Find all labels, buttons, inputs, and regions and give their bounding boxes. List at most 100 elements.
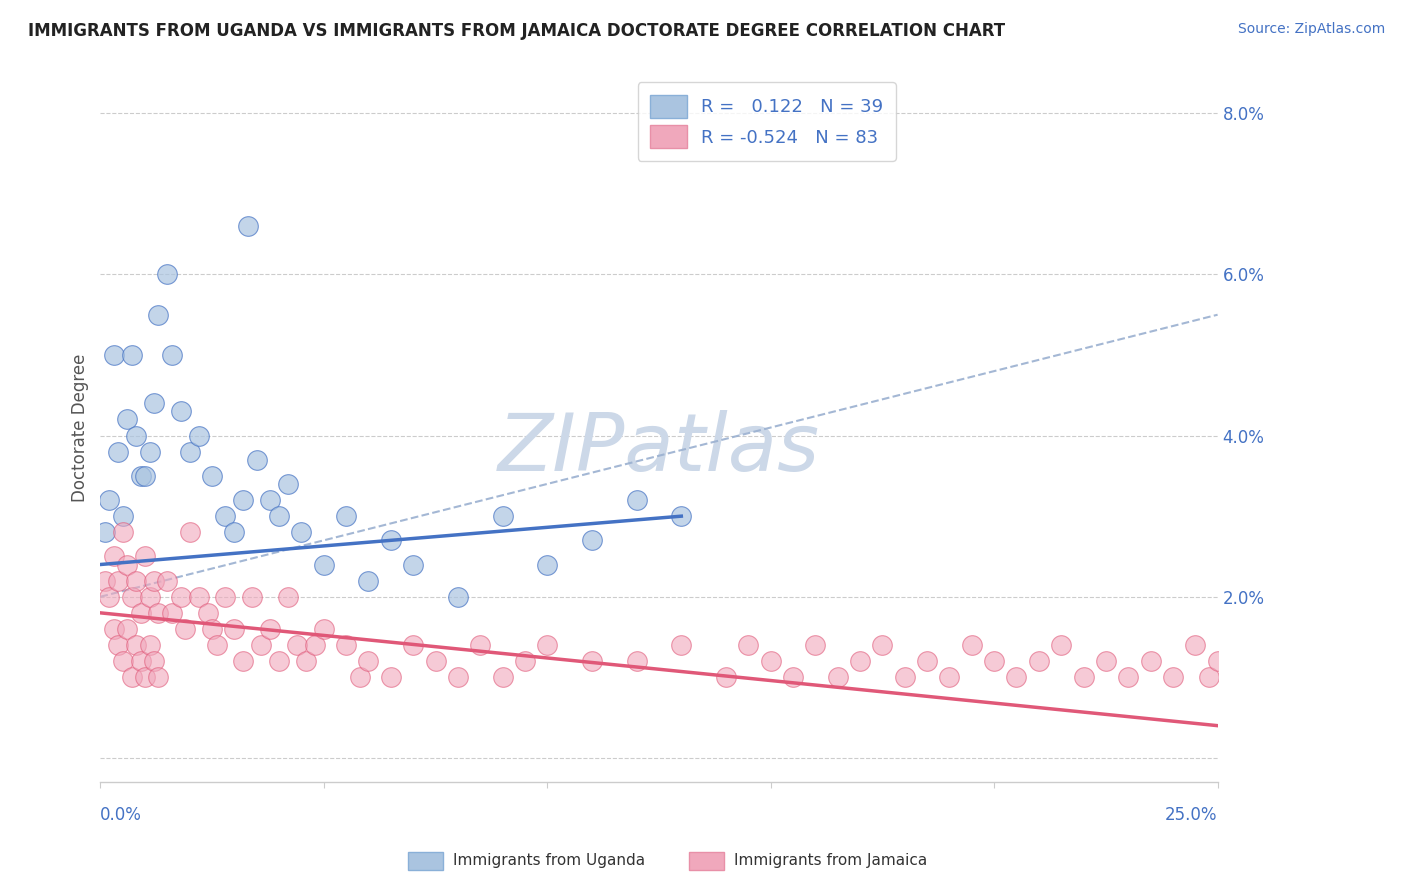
Point xyxy=(156,268,179,282)
Point xyxy=(240,590,263,604)
Point xyxy=(143,574,166,588)
Point xyxy=(98,590,121,604)
Text: 0.0%: 0.0% xyxy=(100,806,142,824)
Point xyxy=(402,558,425,572)
Point xyxy=(129,654,152,668)
Point xyxy=(143,396,166,410)
Point xyxy=(894,670,917,684)
Point xyxy=(1161,670,1184,684)
Point xyxy=(107,638,129,652)
Point xyxy=(425,654,447,668)
Point xyxy=(259,493,281,508)
Point xyxy=(246,452,269,467)
Point xyxy=(201,468,224,483)
Point xyxy=(121,348,143,362)
Point xyxy=(671,509,693,524)
Point xyxy=(983,654,1005,668)
Point xyxy=(447,670,470,684)
Text: ZIPatlas: ZIPatlas xyxy=(498,409,820,488)
Point xyxy=(671,638,693,652)
Point xyxy=(737,638,759,652)
Point xyxy=(125,428,148,442)
Point xyxy=(782,670,804,684)
Point xyxy=(205,638,228,652)
Point xyxy=(107,574,129,588)
Point xyxy=(103,348,125,362)
Point xyxy=(1050,638,1073,652)
Point xyxy=(125,638,148,652)
Point xyxy=(170,404,193,418)
Point xyxy=(357,654,380,668)
Point xyxy=(1116,670,1139,684)
Point xyxy=(115,622,138,636)
Point xyxy=(174,622,197,636)
Point xyxy=(380,670,402,684)
Point xyxy=(335,509,357,524)
Point xyxy=(277,590,299,604)
Point xyxy=(285,638,308,652)
Point xyxy=(1095,654,1118,668)
Legend: R =   0.122   N = 39, R = -0.524   N = 83: R = 0.122 N = 39, R = -0.524 N = 83 xyxy=(638,82,896,161)
Point xyxy=(759,654,782,668)
Point xyxy=(236,219,259,233)
Point xyxy=(121,670,143,684)
Point xyxy=(179,444,201,458)
Text: Immigrants from Jamaica: Immigrants from Jamaica xyxy=(734,854,927,868)
Point xyxy=(115,412,138,426)
Text: Source: ZipAtlas.com: Source: ZipAtlas.com xyxy=(1237,22,1385,37)
Point xyxy=(290,525,312,540)
Point xyxy=(125,574,148,588)
Point xyxy=(170,590,193,604)
Point xyxy=(714,670,737,684)
Point xyxy=(960,638,983,652)
Point xyxy=(312,558,335,572)
Point xyxy=(156,574,179,588)
Point xyxy=(849,654,872,668)
Point xyxy=(536,558,558,572)
Point xyxy=(626,493,648,508)
Text: IMMIGRANTS FROM UGANDA VS IMMIGRANTS FROM JAMAICA DOCTORATE DEGREE CORRELATION C: IMMIGRANTS FROM UGANDA VS IMMIGRANTS FRO… xyxy=(28,22,1005,40)
Point xyxy=(103,622,125,636)
Point xyxy=(187,428,209,442)
Point xyxy=(148,606,170,620)
Point xyxy=(111,654,134,668)
Point xyxy=(1028,654,1050,668)
Point xyxy=(214,590,236,604)
Point xyxy=(581,654,603,668)
Point xyxy=(491,509,513,524)
Point xyxy=(536,638,558,652)
Point xyxy=(269,654,291,668)
Point xyxy=(349,670,371,684)
Y-axis label: Doctorate Degree: Doctorate Degree xyxy=(72,353,89,501)
Point xyxy=(134,468,156,483)
Point xyxy=(134,670,156,684)
Point xyxy=(335,638,357,652)
Point xyxy=(143,654,166,668)
Point xyxy=(107,444,129,458)
Point xyxy=(1206,654,1229,668)
Point xyxy=(138,444,160,458)
Point xyxy=(1005,670,1028,684)
Point xyxy=(1184,638,1206,652)
Point xyxy=(94,574,117,588)
Point xyxy=(160,606,183,620)
Text: Immigrants from Uganda: Immigrants from Uganda xyxy=(453,854,645,868)
Point xyxy=(1198,670,1220,684)
Point xyxy=(581,533,603,548)
Point xyxy=(357,574,380,588)
Point xyxy=(201,622,224,636)
Point xyxy=(380,533,402,548)
Point xyxy=(111,525,134,540)
Point xyxy=(304,638,326,652)
Point xyxy=(915,654,938,668)
Point xyxy=(827,670,849,684)
Point xyxy=(1139,654,1161,668)
Point xyxy=(513,654,536,668)
Point xyxy=(148,670,170,684)
Point xyxy=(402,638,425,652)
Point xyxy=(470,638,492,652)
Point xyxy=(121,590,143,604)
Point xyxy=(160,348,183,362)
Point xyxy=(115,558,138,572)
Text: 25.0%: 25.0% xyxy=(1166,806,1218,824)
